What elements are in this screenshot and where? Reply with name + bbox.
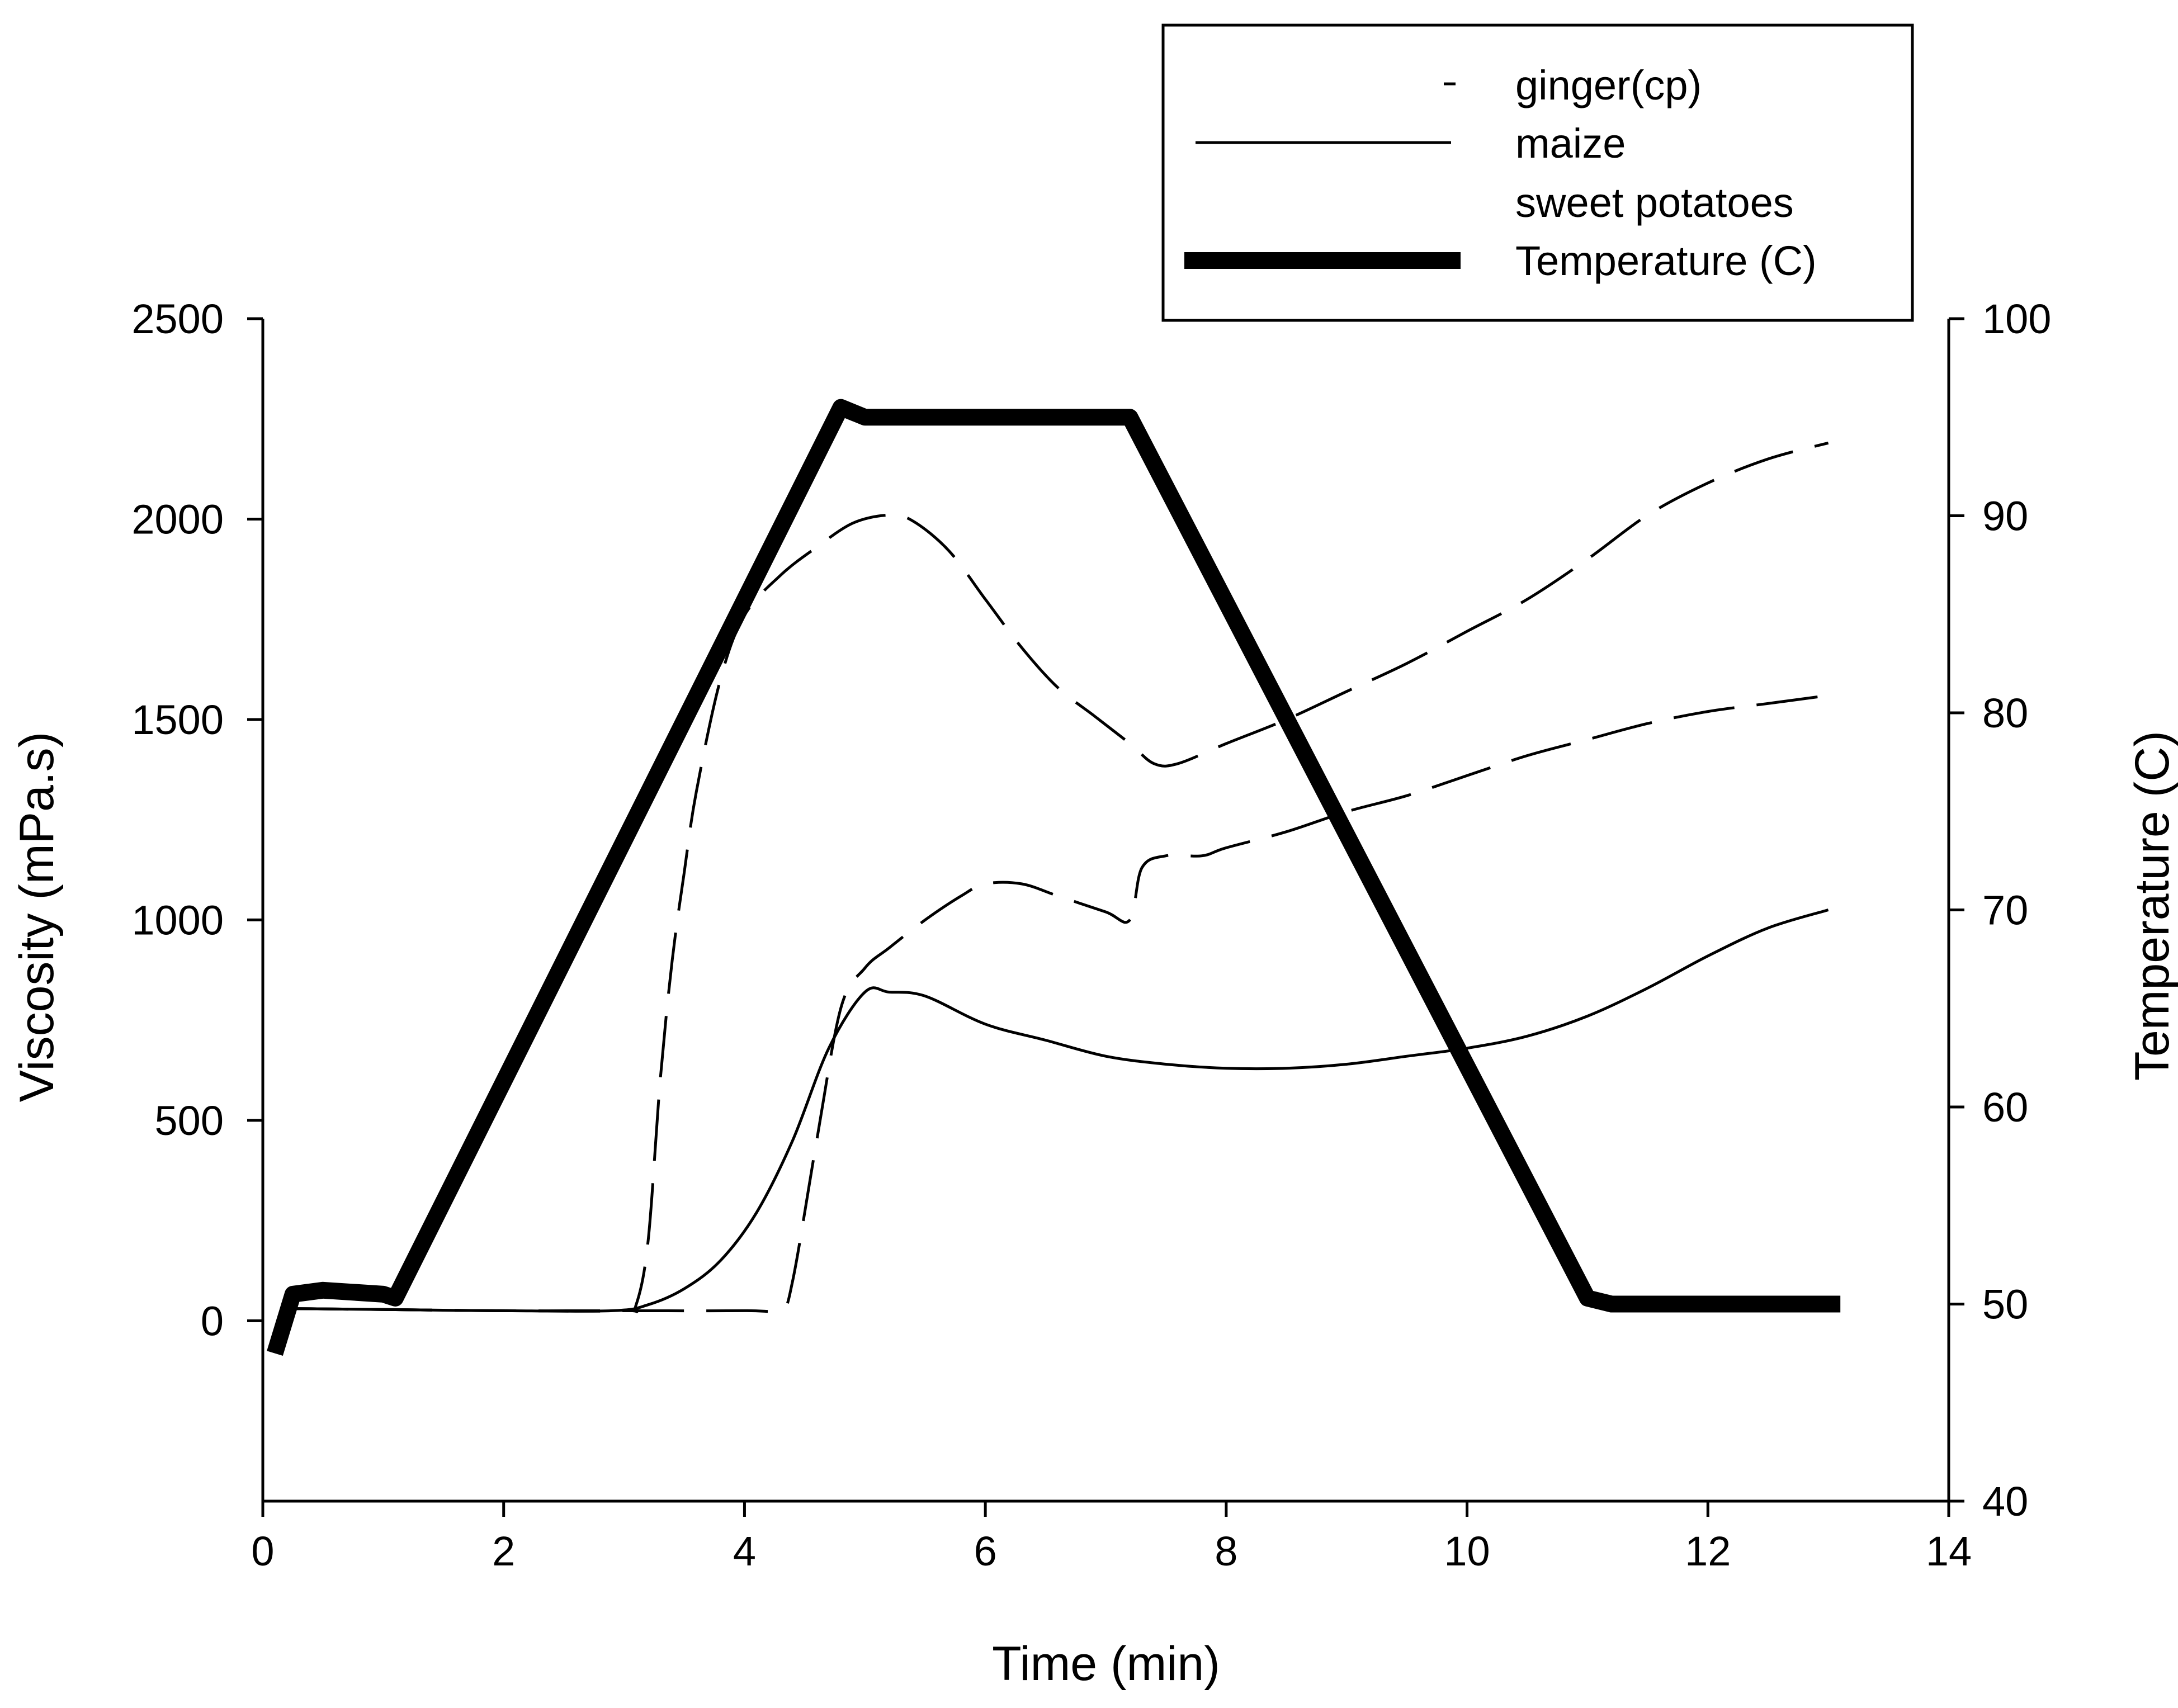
right-y-tick-label: 80: [1982, 690, 2028, 736]
left-y-tick-label: 2000: [131, 496, 224, 542]
right-y-tick-label: 90: [1982, 493, 2028, 540]
x-axis-title: Time (min): [992, 1637, 1220, 1691]
legend-label-ginger: ginger(cp): [1515, 62, 1702, 108]
x-tick-label: 12: [1685, 1528, 1731, 1574]
left-y-tick-label: 1000: [131, 897, 224, 943]
x-tick-label: 6: [974, 1528, 997, 1574]
sweet-potatoes-line: [287, 694, 1829, 1313]
left-y-tick-label: 2500: [131, 296, 224, 342]
x-tick-label: 10: [1444, 1528, 1490, 1574]
x-tick-label: 4: [733, 1528, 756, 1574]
legend-label-temperature: Temperature (C): [1515, 238, 1817, 284]
right-y-axis-title: Temperature (C): [2125, 731, 2178, 1081]
x-tick-label: 2: [492, 1528, 515, 1574]
left-y-tick-label: 0: [201, 1298, 224, 1344]
left-y-axis-ticks: 0 500 1000 1500 2000 2500: [131, 296, 263, 1344]
legend-label-sweet-potatoes: sweet potatoes: [1515, 179, 1794, 226]
series-layer: [267, 399, 1841, 1356]
x-axis-ticks: 0 2 4 6 8 10 12 14: [251, 1501, 1972, 1574]
legend-box: [1161, 23, 1914, 322]
legend: ginger(cp) maize sweet potatoes Temperat…: [1161, 23, 1914, 322]
x-tick-label: 0: [251, 1528, 274, 1574]
right-y-tick-label: 70: [1982, 887, 2028, 934]
temperature-line: [267, 399, 1841, 1356]
right-y-tick-label: 40: [1982, 1478, 2028, 1525]
left-y-tick-label: 500: [155, 1097, 224, 1144]
maize-line: [287, 909, 1829, 1313]
legend-label-maize: maize: [1515, 120, 1626, 167]
x-tick-label: 8: [1215, 1528, 1237, 1574]
right-y-axis-ticks: 40 50 60 70 80 90 100: [1949, 296, 2051, 1525]
left-y-tick-label: 1500: [131, 697, 224, 743]
ginger-line: [287, 441, 1829, 1313]
left-y-axis-title: Viscosity (mPa.s): [10, 732, 64, 1103]
right-y-tick-label: 100: [1982, 296, 2051, 342]
right-y-tick-label: 60: [1982, 1084, 2028, 1130]
x-tick-label: 14: [1926, 1528, 1972, 1574]
right-y-tick-label: 50: [1982, 1281, 2028, 1328]
